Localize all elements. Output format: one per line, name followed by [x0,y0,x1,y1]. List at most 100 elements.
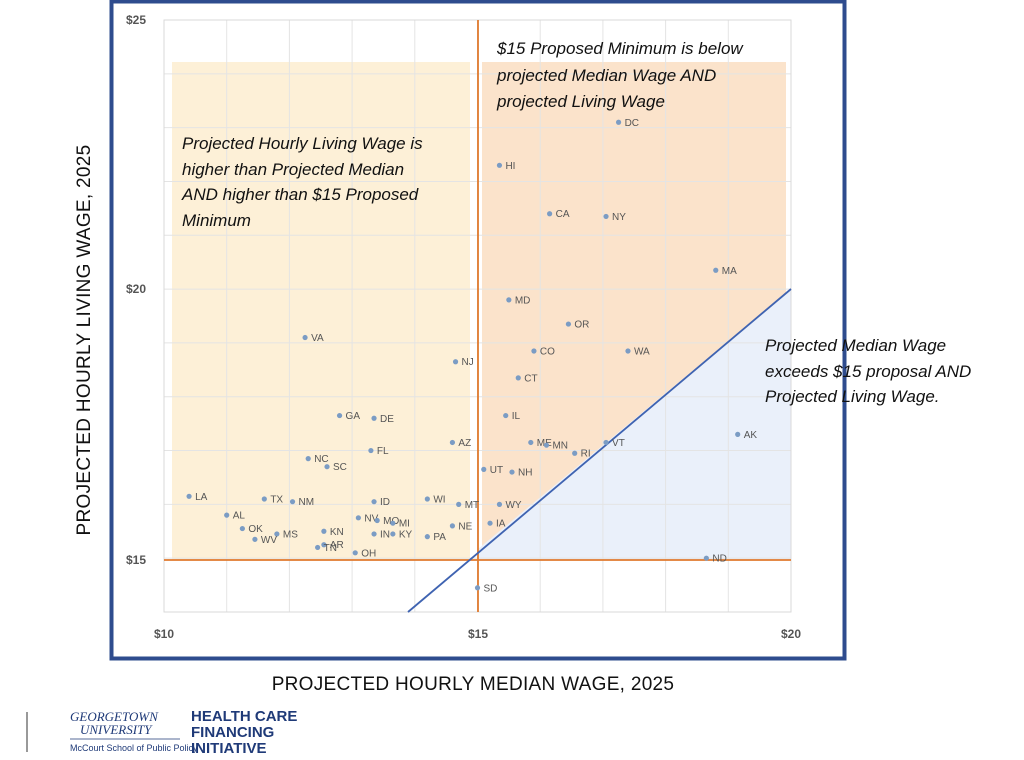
chart-frame [109,0,847,661]
data-point-nj [452,359,459,365]
point-label-id: ID [380,497,390,508]
data-point-de [371,415,377,421]
svg-text:Projected Hourly Living Wage i: Projected Hourly Living Wage is [182,134,423,153]
point-label-la: LA [195,492,208,503]
data-point-mi [390,520,396,526]
point-label-hi: HI [505,161,515,172]
annotation-left-zone: Projected Hourly Living Wage is higher t… [181,134,423,230]
data-point-fl [368,447,374,454]
point-label-in: IN [380,529,390,540]
data-point-md [506,297,512,303]
data-point-ak [735,431,741,437]
data-point-mo [374,517,380,524]
point-label-il: IL [512,411,521,422]
data-point-il [503,412,509,419]
data-points: DC HI CA NY MA MD OR VA CO WA NJ CT GA DE IL ME MN AK AZ VT… [186,118,757,594]
logo-university-line1: GEORGETOWN [70,709,159,724]
data-point-la [186,493,192,499]
data-point-az [449,439,456,446]
svg-text:$15 Proposed Minimum is below: $15 Proposed Minimum is below [496,39,744,58]
data-point-hi [496,162,503,168]
data-point-wa [625,348,631,354]
point-label-ar: AR [330,540,344,551]
data-point-ky [390,531,396,537]
annotation-right-zone: Projected Median Wage exceeds $15 propos… [765,336,971,406]
data-point-tn [315,544,321,551]
point-label-ct: CT [524,373,537,384]
data-point-nd [703,555,709,561]
svg-text:exceeds $15 proposal AND: exceeds $15 proposal AND [765,362,971,381]
point-label-me: ME [537,438,552,449]
point-label-mi: MI [399,519,410,530]
data-point-ia [487,520,493,526]
point-label-de: DE [380,414,394,425]
x-tick-label: $20 [781,627,801,641]
svg-text:Projected Median Wage: Projected Median Wage [765,336,946,355]
point-label-wi: WI [433,494,445,505]
data-point-ne [449,523,456,529]
point-label-vt: VT [612,438,625,449]
y-axis-title: PROJECTED HOURLY LIVING WAGE, 2025 [74,144,95,535]
data-point-tx [261,496,267,502]
point-label-ut: UT [490,465,503,476]
data-point-ar [321,542,327,548]
data-point-or [565,321,572,327]
point-label-sd: SD [484,583,498,594]
point-label-ms: MS [283,529,298,540]
y-tick-label: $25 [126,13,146,27]
data-point-va [302,334,308,341]
point-label-md: MD [515,295,531,306]
point-label-wv: WV [261,535,277,546]
point-label-ok: OK [248,524,263,535]
svg-text:Minimum: Minimum [182,211,251,230]
point-label-mt: MT [465,500,479,511]
parity-diagonal-line [407,288,792,613]
point-label-co: CO [540,346,555,357]
point-label-sc: SC [333,462,347,473]
data-point-me [528,439,534,446]
data-point-ok [239,525,245,532]
y-tick-label: $20 [126,282,146,296]
data-point-ca [547,211,553,217]
zone-left [172,62,470,560]
point-label-ia: IA [496,519,506,530]
data-point-ct [515,375,521,381]
point-label-oh: OH [361,548,376,559]
data-point-vt [603,439,609,446]
point-label-va: VA [311,333,324,344]
logo-university-line2: UNIVERSITY [80,722,153,737]
zone-bottom-right [478,289,791,560]
logo: GEORGETOWN UNIVERSITY McCourt School of … [26,708,297,757]
point-label-or: OR [574,320,589,331]
data-point-dc [615,119,622,125]
data-point-oh [352,550,358,556]
point-label-ny: NY [612,212,626,223]
x-axis-title: PROJECTED HOURLY MEDIAN WAGE, 2025 [272,674,675,695]
data-point-co [531,348,537,354]
data-point-ri [572,450,578,456]
logo-initiative-line2: FINANCING [191,724,274,741]
data-point-ut [481,466,487,472]
point-label-nv: NV [364,513,378,524]
point-label-nj: NJ [462,357,474,368]
point-label-tn: TN [324,543,337,554]
svg-text:projected Living Wage: projected Living Wage [496,92,665,111]
point-label-ky: KY [399,529,413,540]
logo-school: McCourt School of Public Policy [70,743,198,753]
point-label-dc: DC [625,118,639,129]
data-point-wi [424,496,430,502]
data-point-mt [456,501,462,507]
data-point-sc [324,464,330,470]
svg-text:higher than Projected Median: higher than Projected Median [182,160,404,179]
point-label-tx: TX [270,494,283,505]
point-label-wa: WA [634,346,650,357]
point-label-kn: KN [330,527,344,538]
point-label-az: AZ [458,438,471,449]
data-point-in [371,531,377,537]
data-point-pa [424,534,430,540]
point-label-nh: NH [518,468,532,479]
data-point-al [224,512,230,518]
logo-initiative-line1: HEALTH CARE [191,708,297,725]
data-point-kn [321,528,327,534]
